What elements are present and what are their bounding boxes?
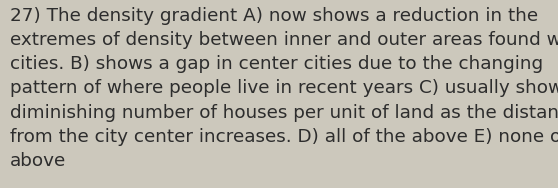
Text: 27) The density gradient A) now shows a reduction in the
extremes of density bet: 27) The density gradient A) now shows a … <box>10 7 558 170</box>
